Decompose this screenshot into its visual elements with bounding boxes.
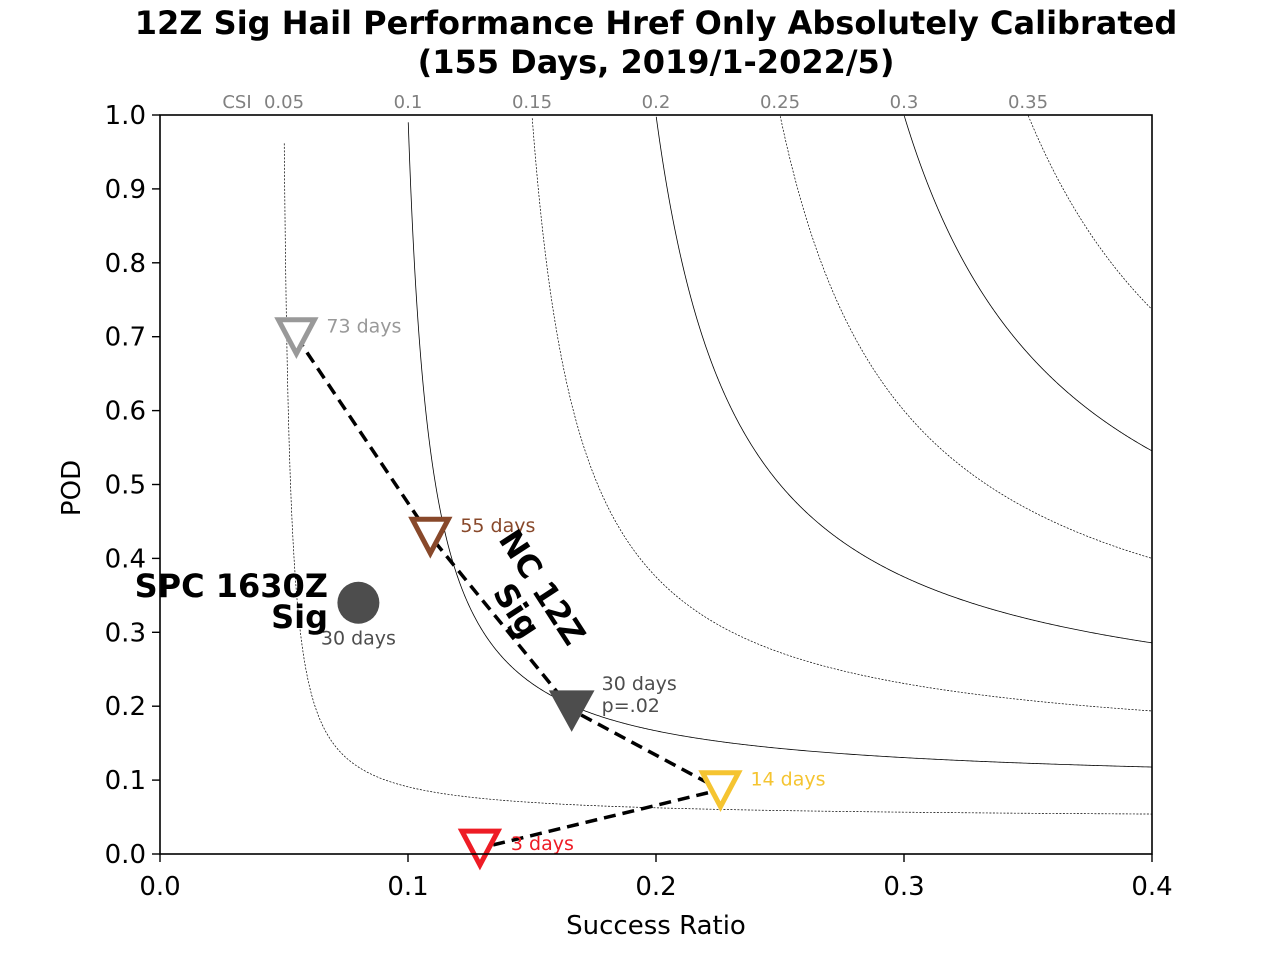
point-label: 14 days [750,769,825,791]
x-tick-label: 0.3 [883,872,924,902]
y-tick-label: 1.0 [105,101,146,131]
x-axis-label: Success Ratio [566,911,746,941]
csi-tick-labels: CSI 0.05 0.1 0.15 0.2 0.25 0.3 0.35 [222,92,1048,113]
csi-tick-label: 0.2 [642,92,671,113]
csi-axis-label: CSI [222,92,251,113]
csi-tick-label: 0.1 [394,92,423,113]
x-tick-label: 0.1 [387,872,428,902]
csi-curve-0.1 [407,122,1152,768]
csi-curves [283,115,1152,815]
marker-73-days [274,317,319,360]
marker-3-days [457,828,503,871]
marker-14-days [698,770,743,813]
x-tick-label: 0.4 [1131,872,1172,902]
spc-label-line1: SPC 1630Z [135,567,328,605]
spc-label-line2: Sig [271,598,328,636]
y-tick-label: 0.4 [105,544,146,574]
point-label-extra: p=.02 [602,695,660,717]
y-tick-label: 0.0 [105,840,146,870]
csi-tick-label: 0.25 [760,92,800,113]
y-tick-label: 0.9 [105,175,146,205]
csi-tick-label: 0.3 [890,92,919,113]
csi-curve-0.25 [779,116,1152,559]
point-label: 30 days [602,673,677,695]
chart-subtitle: (155 Days, 2019/1-2022/5) [418,43,895,81]
csi-tick-label: 0.05 [264,92,304,113]
y-tick-label: 0.6 [105,397,146,427]
csi-curve-0.05 [283,143,1152,815]
csi-curve-0.35 [1027,115,1152,310]
spc-1630z-sig-marker [337,581,380,624]
x-tick-label: 0.0 [139,872,180,902]
point-label: 3 days [511,833,574,855]
y-tick-label: 0.2 [105,692,146,722]
y-tick-label: 0.8 [105,249,146,279]
y-tick-label: 0.3 [105,618,146,648]
point-label: 55 days [460,515,535,537]
plot-frame [159,114,1153,855]
y-axis-label: POD [57,460,87,516]
x-tick-label: 0.2 [635,872,676,902]
csi-curve-0.2 [655,116,1152,644]
y-tick-label: 0.1 [105,766,146,796]
x-axis-ticks: 0.0 0.1 0.2 0.3 0.4 [139,854,1173,902]
point-label: 73 days [326,316,401,338]
csi-tick-label: 0.15 [512,92,552,113]
chart-title: 12Z Sig Hail Performance Href Only Absol… [135,4,1177,42]
csi-curve-0.3 [903,115,1152,452]
y-axis-ticks: 0.0 0.1 0.2 0.3 0.4 0.5 0.6 0.7 0.8 0.9 1.0 [105,101,160,870]
markers [274,317,743,871]
csi-tick-label: 0.35 [1008,92,1048,113]
csi-curve-0.15 [531,118,1152,712]
marker-55-days [408,516,453,559]
spc-point-label: 30 days [321,628,396,650]
y-tick-label: 0.5 [105,471,146,501]
y-tick-label: 0.7 [105,323,146,353]
marker-30-days [548,690,595,732]
